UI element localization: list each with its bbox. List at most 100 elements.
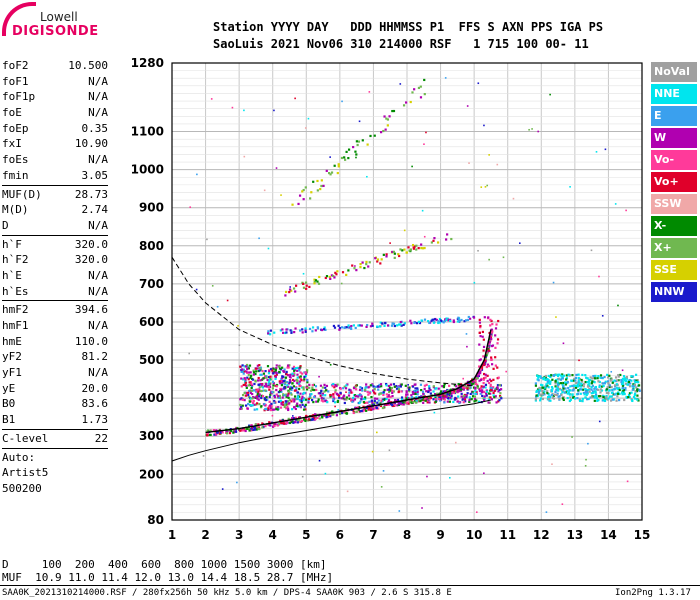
echo-point bbox=[258, 386, 261, 389]
echo-point bbox=[244, 391, 248, 394]
echo-point bbox=[477, 374, 480, 377]
echo-point bbox=[563, 391, 566, 394]
echo-point bbox=[276, 424, 279, 427]
echo-point bbox=[551, 463, 553, 465]
echo-point bbox=[625, 375, 628, 379]
echo-point bbox=[595, 395, 598, 398]
echo-point bbox=[621, 390, 625, 393]
echo-point bbox=[242, 368, 245, 371]
echo-point bbox=[379, 383, 383, 386]
echo-point bbox=[494, 356, 497, 359]
echo-point bbox=[477, 82, 480, 85]
echo-point bbox=[439, 394, 442, 398]
echo-point bbox=[329, 393, 332, 397]
echo-point bbox=[358, 120, 361, 123]
echo-point bbox=[544, 376, 547, 379]
echo-point bbox=[325, 384, 329, 388]
y-tick-label: 1100 bbox=[131, 125, 164, 139]
echo-point bbox=[277, 365, 280, 368]
echo-point bbox=[268, 383, 271, 386]
echo-point bbox=[247, 367, 250, 370]
echo-point bbox=[248, 424, 251, 427]
echo-point bbox=[445, 238, 448, 241]
param-row: h`E N/A bbox=[2, 268, 108, 284]
echo-point bbox=[475, 399, 478, 402]
echo-point bbox=[482, 390, 486, 394]
echo-point bbox=[285, 290, 288, 294]
echo-point bbox=[614, 203, 617, 205]
echo-point bbox=[315, 388, 318, 392]
echo-point bbox=[561, 373, 564, 376]
echo-point bbox=[497, 390, 500, 393]
echo-point bbox=[549, 399, 552, 402]
echo-point bbox=[363, 266, 366, 270]
echo-point bbox=[259, 389, 262, 393]
echo-point bbox=[323, 399, 326, 403]
echo-point bbox=[334, 391, 337, 394]
echo-point bbox=[373, 399, 376, 402]
echo-point bbox=[245, 386, 248, 389]
echo-point bbox=[476, 383, 479, 386]
echo-point bbox=[313, 282, 316, 285]
echo-point bbox=[332, 398, 335, 401]
echo-point bbox=[260, 394, 263, 397]
echo-point bbox=[412, 247, 416, 250]
echo-point bbox=[341, 271, 345, 274]
echo-point bbox=[275, 385, 278, 388]
echo-point bbox=[287, 393, 290, 396]
echo-point bbox=[243, 399, 246, 402]
echo-point bbox=[385, 393, 388, 396]
echo-point bbox=[571, 393, 574, 396]
echo-point bbox=[360, 409, 363, 412]
echo-point bbox=[332, 393, 335, 396]
echo-point bbox=[388, 449, 391, 452]
echo-point bbox=[461, 395, 464, 398]
echo-point bbox=[296, 402, 299, 405]
echo-point bbox=[279, 389, 283, 392]
echo-point bbox=[304, 127, 307, 129]
echo-point bbox=[300, 399, 303, 403]
echo-point bbox=[299, 384, 302, 388]
echo-point bbox=[271, 387, 274, 390]
echo-point bbox=[618, 398, 621, 402]
echo-point bbox=[597, 395, 600, 398]
echo-point bbox=[294, 367, 298, 370]
echo-point bbox=[297, 376, 301, 379]
echo-point bbox=[472, 382, 475, 385]
echo-point bbox=[317, 392, 320, 395]
param-row: hmE 110.0 bbox=[2, 334, 108, 350]
legend-item: NoVal bbox=[651, 62, 697, 82]
echo-point bbox=[615, 392, 618, 395]
echo-point bbox=[582, 391, 585, 395]
echo-point bbox=[301, 403, 304, 406]
echo-point bbox=[330, 383, 334, 387]
echo-point bbox=[496, 387, 499, 390]
echo-point bbox=[487, 346, 490, 349]
echo-point bbox=[267, 386, 270, 389]
echo-point bbox=[248, 429, 251, 432]
echo-point bbox=[537, 391, 541, 395]
echo-point bbox=[481, 394, 484, 397]
param-value: N/A bbox=[88, 218, 108, 232]
y-tick-label: 800 bbox=[139, 239, 164, 253]
echo-point bbox=[248, 400, 251, 403]
echo-point bbox=[285, 328, 288, 331]
echo-point bbox=[361, 389, 364, 392]
echo-point bbox=[623, 377, 626, 380]
echo-point bbox=[368, 261, 371, 264]
echo-point bbox=[365, 409, 368, 412]
echo-point bbox=[450, 392, 453, 395]
echo-point bbox=[254, 379, 257, 382]
echo-point bbox=[442, 384, 446, 388]
echo-point bbox=[256, 379, 260, 382]
echo-point bbox=[449, 388, 453, 391]
param-value: 394.6 bbox=[74, 303, 108, 317]
echo-point bbox=[409, 248, 413, 251]
echo-point bbox=[274, 369, 277, 372]
echo-point bbox=[474, 389, 477, 392]
echo-point bbox=[391, 391, 394, 394]
echo-point bbox=[221, 488, 224, 490]
echo-point bbox=[416, 390, 419, 394]
echo-point bbox=[618, 387, 621, 390]
echo-point bbox=[512, 197, 515, 200]
